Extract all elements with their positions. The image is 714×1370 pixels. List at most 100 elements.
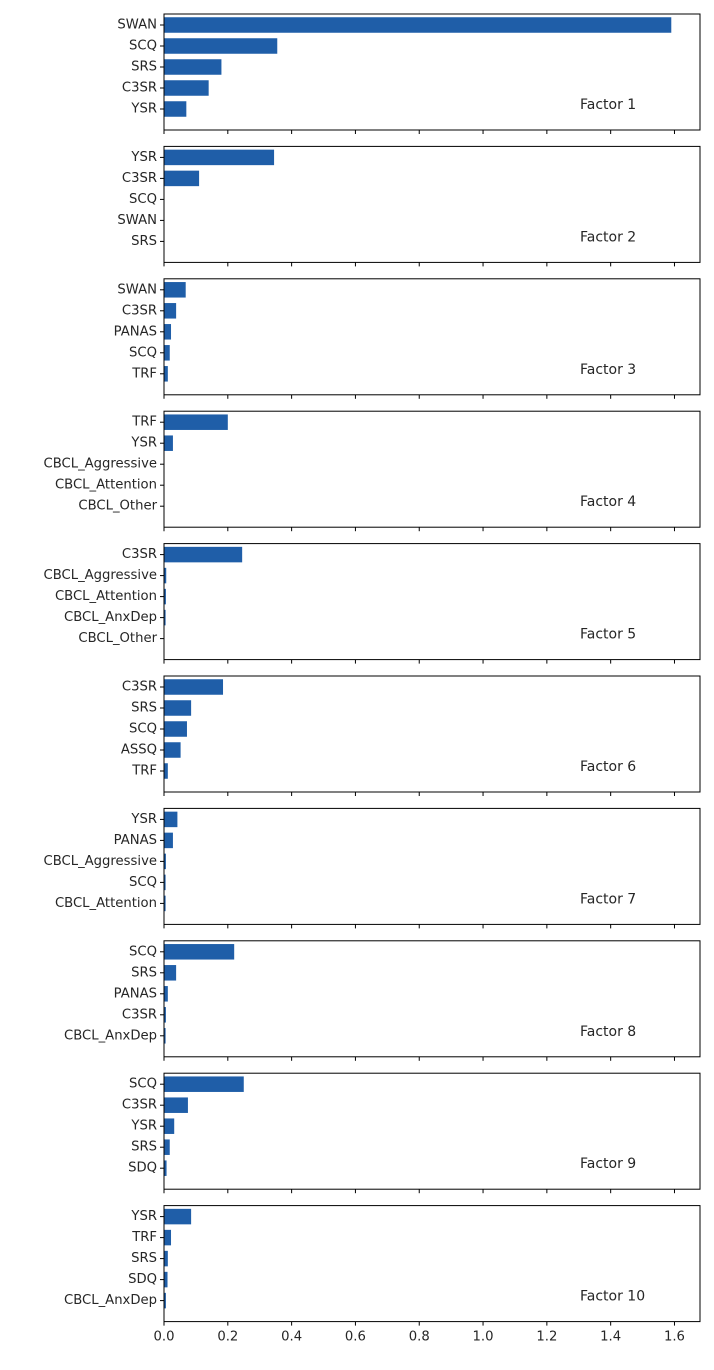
factor-panel-8: SCQ SRS PANAS C3SR CBCL_AnxDep Factor 8 [64,940,701,1061]
bar [164,1097,188,1113]
panel-frame [163,543,701,661]
y-tick-label: YSR [130,1209,157,1224]
factor-label: Factor 1 [580,97,636,113]
y-tick-label: YSR [130,812,157,827]
panel-frame [163,1072,701,1190]
y-tick-label: CBCL_Other [78,499,157,514]
panel-frame [163,1205,701,1323]
y-tick-label: C3SR [122,303,157,318]
bar [164,609,166,626]
factor-label: Factor 9 [580,1156,636,1172]
factor-panel-7: YSR PANAS CBCL_Aggressive SCQ CBCL_Attention… [43,807,701,929]
y-tick-label: SRS [131,234,157,249]
bar [164,414,228,430]
y-tick-label: TRF [131,764,157,779]
y-tick-label: ASSQ [121,743,157,758]
panel-frame [163,278,701,396]
y-tick-label: CBCL_Attention [55,589,157,604]
y-tick-label: SWAN [117,18,157,33]
bar [164,1007,166,1023]
x-tick-label: 0.2 [217,1330,238,1345]
bar [164,832,173,849]
y-tick-label: TRF [131,366,157,381]
y-tick-label: SCQ [129,345,157,360]
bar [164,1208,192,1225]
y-tick-label: YSR [130,436,157,451]
y-tick-label: CBCL_AnxDep [64,610,157,625]
y-tick-label: SDQ [128,1161,157,1176]
x-tick-label: 0.4 [281,1330,302,1345]
y-tick-label: CBCL_AnxDep [64,1293,157,1308]
bar [164,80,209,96]
x-tick-label: 1.6 [664,1330,685,1345]
y-tick-label: SWAN [117,213,157,228]
bar [164,853,166,870]
factor-panel-2: YSR C3SR SCQ SWAN SRS Factor 2 [117,145,701,267]
y-tick-label: CBCL_Aggressive [43,457,157,472]
x-tick-label: 1.4 [600,1330,621,1345]
y-tick-label: CBCL_Aggressive [43,568,157,583]
factor-panel-6: C3SR SRS SCQ ASSQ TRF Factor 6 [121,675,701,796]
bar [164,1139,170,1155]
panel-frame [163,807,701,925]
bar [164,1292,166,1309]
bar [164,59,222,75]
factor-panel-4: TRF YSR CBCL_Aggressive CBCL_Attention CBCL_… [43,410,701,532]
factor-panel-5: C3SR CBCL_Aggressive CBCL_Attention CBCL_An… [43,543,701,664]
factor-label: Factor 7 [580,891,636,907]
y-tick-label: SCQ [129,722,157,737]
y-tick-label: PANAS [114,833,157,848]
y-tick-label: YSR [130,102,157,117]
factor-panel-1: SWAN SCQ SRS C3SR YSR Factor 1 [117,13,701,134]
y-tick-label: SRS [131,1140,157,1155]
x-tick-label: 1.0 [473,1330,494,1345]
bar [164,742,181,758]
bar [164,763,168,779]
bar [164,811,178,828]
bar [164,721,187,737]
bar [164,1271,168,1288]
y-tick-label: PANAS [114,986,157,1001]
bar [164,1250,168,1267]
factor-label: Factor 2 [580,229,636,245]
bar [164,700,192,716]
bar [164,546,243,563]
bar [164,679,224,695]
factor-panel-3: SWAN C3SR PANAS SCQ TRF Factor 3 [114,278,701,399]
y-tick-label: TRF [131,415,157,430]
y-tick-label: CBCL_AnxDep [64,1028,157,1043]
y-tick-label: PANAS [114,324,157,339]
panel-frame [163,13,701,131]
bar [164,101,187,117]
y-tick-label: CBCL_Attention [55,478,157,493]
x-tick-label: 0.6 [345,1330,366,1345]
panel-frame [163,940,701,1058]
bar [164,345,170,361]
factor-label: Factor 5 [580,627,636,643]
y-tick-label: C3SR [122,1098,157,1113]
y-tick-label: SCQ [129,39,157,54]
factor-panel-9: SCQ C3SR YSR SRS SDQ Factor 9 [122,1072,701,1194]
y-tick-label: YSR [130,1119,157,1134]
y-tick-label: YSR [130,150,157,165]
y-tick-label: CBCL_Aggressive [43,854,157,869]
factor-label: Factor 10 [580,1289,645,1305]
bar [164,567,167,584]
bar [164,435,173,451]
bar [164,170,200,187]
bar [164,1076,244,1092]
bar [164,1229,172,1246]
panel-frame [163,145,701,263]
bar [164,986,168,1002]
panel-frame [163,410,701,528]
bar [164,588,166,605]
y-tick-label: SRS [131,701,157,716]
y-tick-label: C3SR [122,547,157,562]
y-tick-label: SCQ [129,944,157,959]
y-tick-label: C3SR [122,680,157,695]
y-tick-label: SCQ [129,875,157,890]
y-tick-label: CBCL_Other [78,631,157,646]
bar [164,874,166,891]
